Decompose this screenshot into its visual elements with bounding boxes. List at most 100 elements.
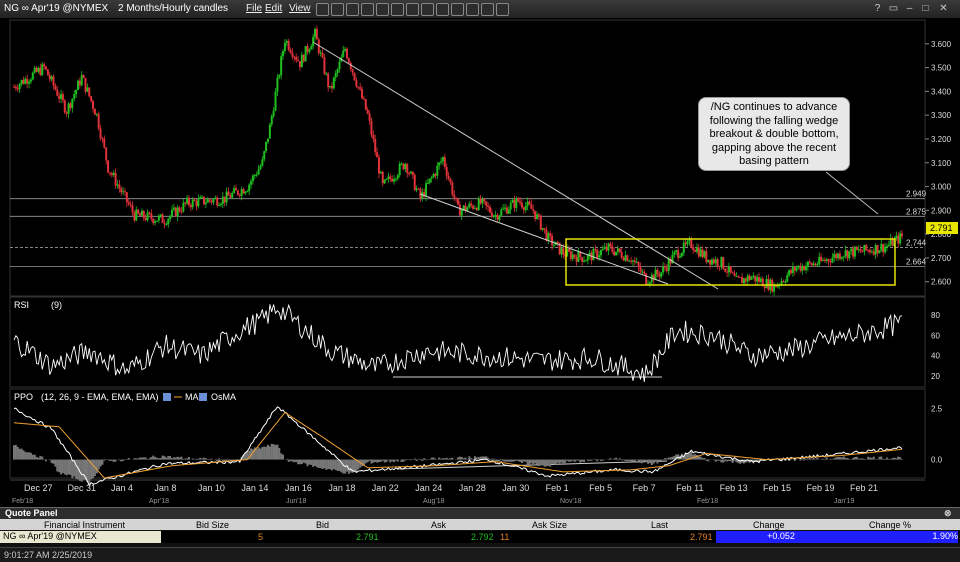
osma-bar — [459, 457, 461, 460]
secondary-time-axis-label: Nov'18 — [560, 498, 582, 505]
zoom-icon[interactable] — [331, 3, 344, 16]
candle-body — [278, 75, 280, 77]
osma-bar — [227, 460, 229, 461]
candle-body — [45, 66, 47, 69]
restore-icon[interactable]: ▭ — [888, 3, 899, 14]
candle-body — [199, 197, 201, 199]
osma-bar — [17, 447, 19, 460]
candle-body — [608, 244, 610, 251]
candle-body — [587, 255, 589, 260]
candle-body — [854, 247, 856, 257]
osma-bar — [393, 460, 395, 463]
candle-body — [466, 208, 468, 211]
refresh-icon[interactable] — [496, 3, 509, 16]
osma-bar — [848, 459, 850, 460]
osma-bar — [480, 457, 482, 460]
candle-body — [843, 256, 845, 257]
candle-body — [606, 247, 608, 251]
time-axis-label: Feb 11 — [676, 483, 703, 493]
osma-bar — [536, 460, 538, 465]
quote-last: 2.791 — [690, 532, 713, 542]
osma-bar — [602, 460, 604, 461]
candle-body — [839, 254, 841, 259]
osma-bar — [615, 458, 617, 460]
price-axis-label: 3.000 — [931, 183, 952, 192]
col-ask-size[interactable]: Ask Size — [532, 520, 567, 530]
osma-checkbox-icon[interactable] — [199, 393, 207, 401]
col-ask[interactable]: Ask — [431, 520, 446, 530]
indicator-icon[interactable] — [421, 3, 434, 16]
candle-body — [668, 259, 670, 271]
candle-body — [747, 276, 749, 282]
candle-body — [211, 201, 213, 203]
interval-selector[interactable]: 2 Months/Hourly candles — [118, 3, 228, 14]
candle-body — [152, 219, 154, 223]
candle-body — [237, 190, 239, 194]
candle-body — [888, 245, 890, 246]
candle-body — [623, 258, 625, 261]
candle-body — [811, 263, 813, 265]
candle-body — [705, 251, 707, 262]
rectangle-tool-icon[interactable] — [391, 3, 404, 16]
osma-bar — [698, 456, 700, 459]
osma-bar — [513, 460, 515, 462]
candle-body — [683, 243, 685, 253]
quote-panel-header: Quote Panel ⊗ — [0, 507, 960, 519]
rsi-axis-label: 60 — [931, 331, 940, 340]
candle-body — [818, 257, 820, 265]
menu-view[interactable]: View — [289, 3, 311, 14]
close-icon[interactable]: ✕ — [938, 3, 949, 14]
time-axis-label: Jan 30 — [502, 483, 529, 493]
candle-body — [786, 275, 788, 281]
close-icon[interactable]: ⊗ — [944, 508, 952, 519]
candle-body — [540, 216, 542, 230]
col-change-pct[interactable]: Change % — [869, 520, 911, 530]
minimize-icon[interactable]: – — [904, 3, 915, 14]
price-axis-label: 3.500 — [931, 64, 952, 73]
settings-icon[interactable] — [466, 3, 479, 16]
candle-body — [246, 191, 248, 192]
candle-body — [254, 175, 256, 176]
symbol-title[interactable]: NG ∞ Apr'19 @NYMEX — [4, 3, 108, 14]
osma-bar — [273, 444, 275, 459]
col-last[interactable]: Last — [651, 520, 668, 530]
candle-body — [109, 172, 111, 173]
candle-body — [798, 266, 800, 268]
candle-body — [305, 46, 307, 61]
study-icon[interactable] — [436, 3, 449, 16]
candle-body — [173, 208, 175, 210]
col-instrument[interactable]: Financial Instrument — [44, 520, 125, 530]
quote-row[interactable]: NG ∞ Apr'19 @NYMEX 5 2.791 2.792 11 2.79… — [0, 531, 960, 543]
link-icon[interactable] — [481, 3, 494, 16]
template-icon[interactable] — [451, 3, 464, 16]
osma-bar — [517, 460, 519, 462]
channel-tool-icon[interactable] — [406, 3, 419, 16]
candle-body — [384, 180, 386, 184]
draw-line-icon[interactable] — [346, 3, 359, 16]
col-bid[interactable]: Bid — [316, 520, 329, 530]
menu-edit[interactable]: Edit — [265, 3, 282, 14]
col-change[interactable]: Change — [753, 520, 785, 530]
candle-body — [39, 68, 41, 75]
menu-file[interactable]: File — [246, 3, 262, 14]
quote-instrument[interactable]: NG ∞ Apr'19 @NYMEX — [0, 531, 161, 543]
maximize-icon[interactable]: □ — [920, 3, 931, 14]
candle-body — [833, 254, 835, 258]
quote-ask: 2.792 — [471, 532, 494, 542]
help-icon[interactable]: ? — [872, 3, 883, 14]
text-tool-icon[interactable] — [361, 3, 374, 16]
osma-bar — [574, 460, 576, 462]
candle-body — [807, 262, 809, 267]
osma-bar — [109, 460, 111, 461]
candle-body — [86, 87, 88, 91]
candle-body — [308, 50, 310, 52]
candle-body — [523, 207, 525, 210]
ma-checkbox-icon[interactable] — [163, 393, 171, 401]
col-bid-size[interactable]: Bid Size — [196, 520, 229, 530]
secondary-time-axis-label: Aug'18 — [423, 498, 445, 505]
crosshair-icon[interactable] — [316, 3, 329, 16]
osma-bar — [824, 460, 826, 461]
osma-bar — [594, 459, 596, 460]
fibonacci-icon[interactable] — [376, 3, 389, 16]
